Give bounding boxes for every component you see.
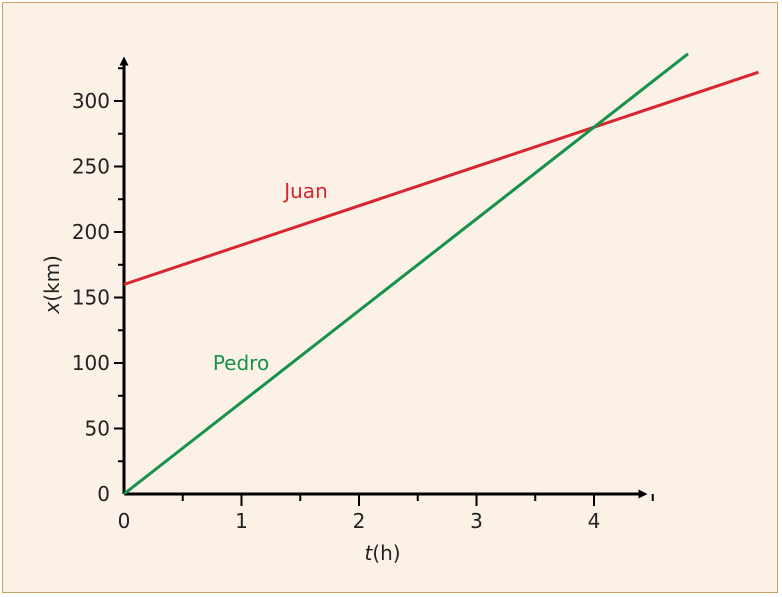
x-tick-label: 1 xyxy=(235,509,248,533)
y-tick-label: 250 xyxy=(72,155,110,179)
y-tick-label: 200 xyxy=(72,220,110,244)
y-tick-label: 50 xyxy=(85,417,110,441)
series-line-pedro xyxy=(123,52,689,496)
series-label-juan: Juan xyxy=(282,179,328,203)
y-tick-label: 0 xyxy=(97,482,110,506)
series-line-juan xyxy=(123,70,759,286)
x-tick-label: 3 xyxy=(470,509,483,533)
y-axis-title: x(km) xyxy=(40,255,64,315)
x-tick-label: 0 xyxy=(118,509,131,533)
position-time-chart: 0 1 2 3 4 0 50 100 150 200 250 300 Juan Pedro t(h) x(km… xyxy=(40,52,759,565)
y-tick-label: 300 xyxy=(72,89,110,113)
y-tick-label: 100 xyxy=(72,351,110,375)
x-tick-label: 2 xyxy=(353,509,366,533)
x-tick-label: 4 xyxy=(588,509,601,533)
y-tick-label: 150 xyxy=(72,286,110,310)
series-label-pedro: Pedro xyxy=(213,351,269,375)
x-axis-title: t(h) xyxy=(364,541,400,565)
